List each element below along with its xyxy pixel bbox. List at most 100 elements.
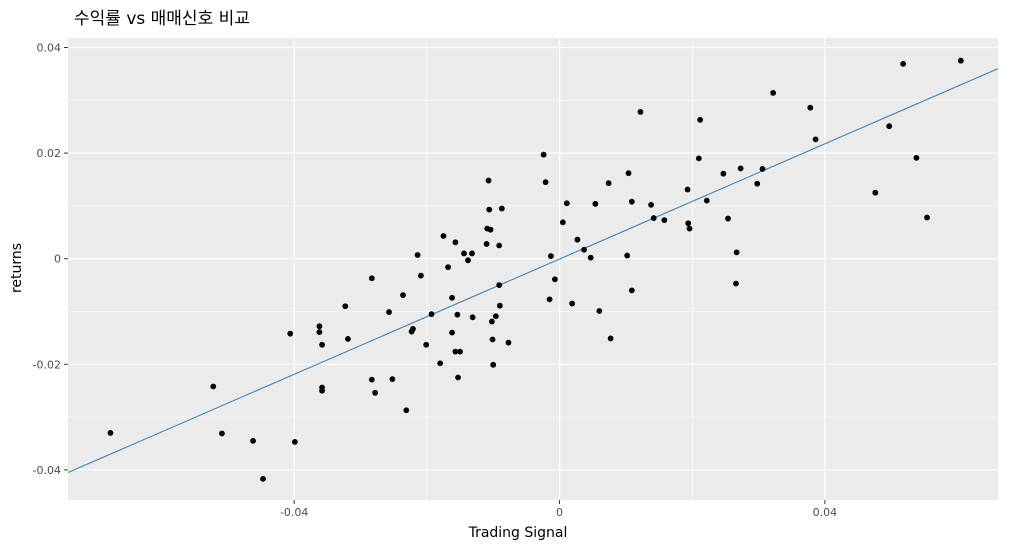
data-point: [559, 219, 566, 226]
data-point: [319, 387, 325, 394]
data-point: [496, 282, 503, 289]
data-point: [587, 254, 594, 261]
data-point: [725, 215, 731, 222]
data-point: [316, 323, 323, 330]
data-point: [569, 300, 576, 307]
data-point: [684, 186, 691, 193]
data-point: [452, 239, 459, 246]
data-point: [291, 439, 298, 445]
data-point: [417, 272, 424, 279]
data-point: [488, 318, 495, 325]
data-points: [107, 57, 964, 482]
data-point: [737, 165, 744, 172]
data-point: [440, 233, 447, 239]
data-point: [386, 309, 392, 315]
data-point: [770, 90, 777, 96]
data-point: [695, 155, 702, 162]
data-point: [345, 336, 351, 342]
data-point: [581, 246, 587, 253]
data-point: [498, 205, 505, 212]
x-axis-ticks: -0.04 0 0.04: [280, 500, 837, 519]
plot-panel: [68, 38, 998, 500]
data-point: [400, 292, 406, 299]
chart-title: 수익률 vs 매매신호 비교: [74, 9, 250, 29]
data-point: [685, 220, 692, 227]
data-point: [389, 376, 396, 382]
data-point: [697, 116, 704, 123]
data-point: [455, 374, 461, 381]
data-point: [492, 313, 499, 320]
data-point: [807, 104, 814, 111]
y-axis-title: returns: [9, 243, 25, 293]
data-point: [924, 214, 930, 221]
data-point: [505, 339, 512, 346]
data-point: [548, 253, 554, 259]
data-point: [449, 294, 455, 301]
data-point: [449, 329, 455, 336]
y-tick-label: 0.04: [37, 42, 62, 55]
x-tick-label: -0.04: [280, 506, 308, 519]
data-point: [886, 123, 893, 130]
data-point: [605, 180, 612, 187]
data-point: [759, 166, 766, 172]
data-point: [316, 329, 323, 335]
data-point: [563, 200, 570, 207]
data-point: [454, 311, 461, 318]
data-point: [754, 180, 761, 187]
data-point: [465, 257, 471, 264]
data-point: [490, 361, 497, 368]
data-point: [596, 308, 603, 314]
data-point: [469, 314, 476, 321]
data-point: [661, 217, 668, 224]
data-point: [489, 336, 496, 343]
data-point: [372, 389, 379, 396]
data-point: [496, 242, 503, 249]
data-point: [414, 252, 421, 258]
data-point: [720, 170, 727, 177]
data-point: [107, 430, 114, 436]
minor-gridlines: [68, 38, 998, 500]
data-point: [486, 206, 493, 213]
data-point: [319, 341, 325, 348]
data-point: [957, 57, 964, 64]
y-tick-label: -0.04: [33, 464, 61, 477]
data-point: [648, 201, 654, 208]
data-point: [733, 280, 739, 287]
data-point: [445, 264, 451, 271]
data-point: [423, 341, 430, 348]
data-point: [218, 430, 225, 437]
data-point: [428, 311, 435, 318]
data-point: [628, 198, 635, 205]
data-point: [812, 136, 819, 143]
major-gridlines: [68, 38, 998, 500]
y-tick-label: 0.02: [37, 147, 62, 160]
data-point: [542, 179, 549, 186]
y-tick-label: -0.02: [33, 358, 61, 371]
data-point: [496, 302, 503, 309]
data-point: [437, 360, 444, 367]
data-point: [592, 200, 599, 207]
data-point: [625, 170, 632, 177]
data-point: [628, 287, 635, 294]
data-point: [287, 330, 294, 337]
data-point: [403, 407, 410, 414]
data-point: [900, 60, 907, 67]
data-point: [469, 250, 475, 257]
data-point: [260, 475, 266, 482]
data-point: [210, 383, 217, 390]
x-tick-label: 0: [556, 506, 563, 519]
data-point: [551, 276, 558, 283]
data-point: [250, 437, 256, 444]
data-point: [410, 326, 416, 332]
data-point: [452, 348, 459, 355]
data-point: [637, 109, 644, 115]
data-point: [872, 189, 879, 196]
y-tick-label: 0: [54, 253, 61, 266]
data-point: [368, 376, 375, 383]
x-axis-title: Trading Signal: [468, 525, 568, 541]
data-point: [546, 296, 553, 303]
data-point: [342, 303, 349, 310]
data-point: [485, 177, 492, 184]
data-point: [624, 252, 631, 259]
